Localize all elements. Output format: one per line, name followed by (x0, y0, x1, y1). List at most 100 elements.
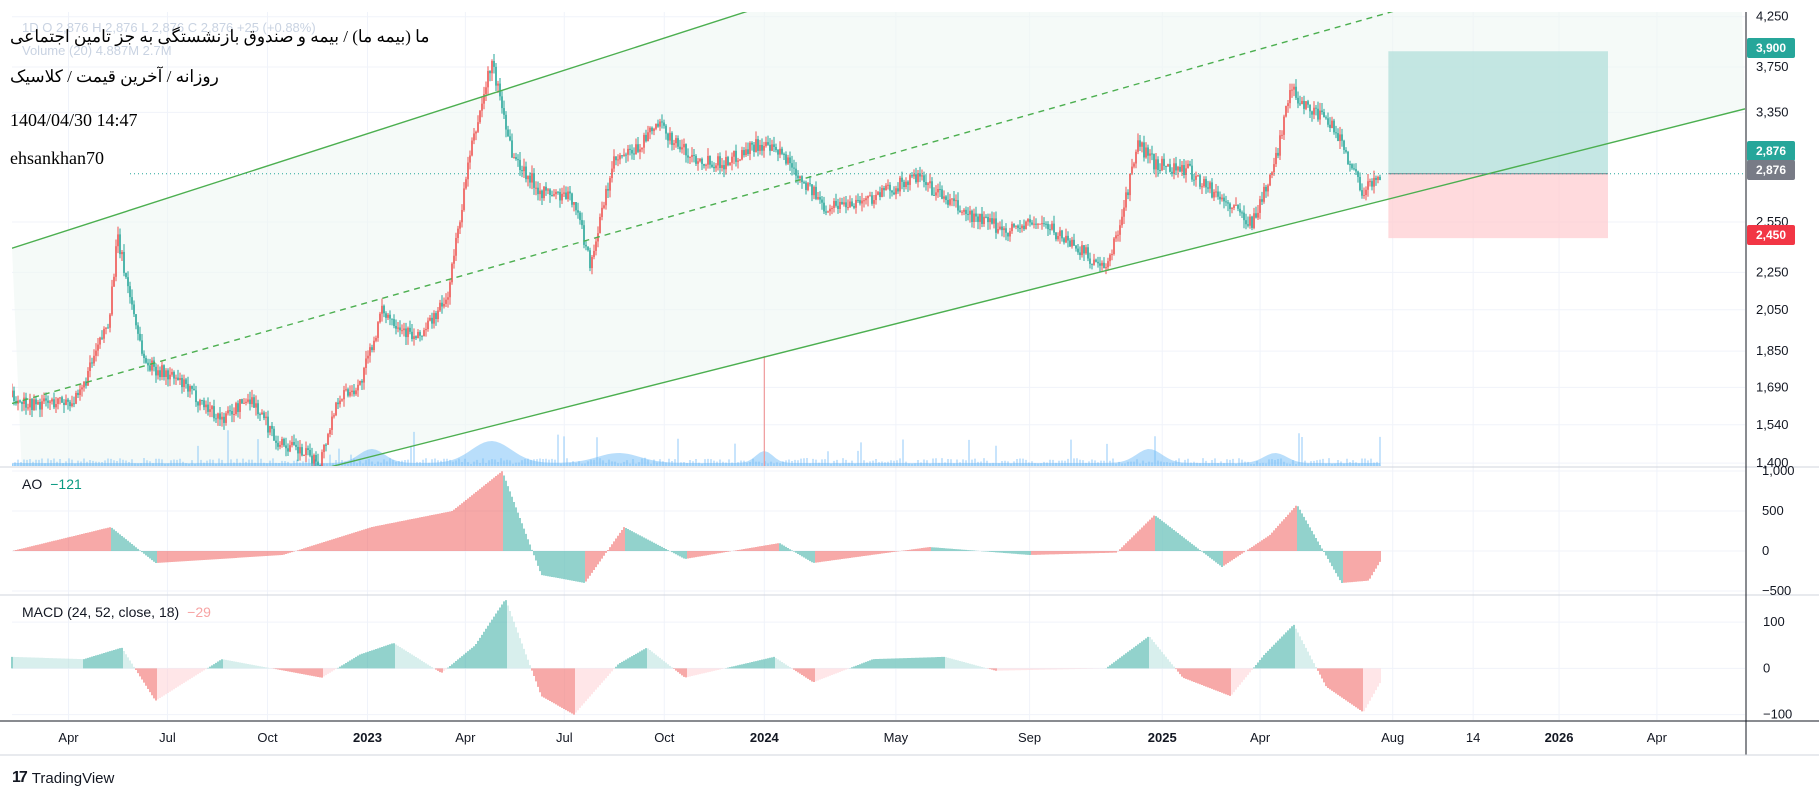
candle-body (675, 138, 677, 144)
candle-body (33, 399, 35, 411)
candle-body (175, 377, 177, 379)
candle-body (481, 103, 483, 111)
candle-body (1351, 164, 1353, 169)
candle-body (787, 157, 789, 164)
candle-body (883, 188, 885, 191)
candle-body (497, 83, 499, 86)
candle-body (1187, 163, 1189, 169)
candle-body (1027, 219, 1029, 222)
candle-body (203, 400, 205, 408)
candle-body (1139, 140, 1141, 147)
candle-body (1203, 178, 1205, 187)
candle-body (393, 319, 395, 326)
candle-body (1199, 175, 1201, 187)
candle-body (845, 202, 847, 208)
candle-body (223, 416, 225, 423)
candle-body (933, 194, 935, 196)
candle-body (843, 202, 845, 205)
candle-body (827, 211, 829, 213)
tradingview-footer[interactable]: 17 TradingView (12, 769, 114, 787)
candle-body (599, 216, 601, 234)
channel-upper-line (12, 12, 748, 249)
candle-body (105, 327, 107, 329)
candle-body (1019, 227, 1021, 229)
candle-body (127, 277, 129, 287)
candle-body (489, 70, 491, 74)
candle-body (221, 416, 223, 420)
candle-body (757, 139, 759, 151)
candle-body (459, 222, 461, 229)
candle-body (507, 129, 509, 137)
candle-body (701, 158, 703, 164)
macd-legend[interactable]: MACD (24, 52, close, 18) −29 (22, 604, 211, 620)
candle-body (1091, 263, 1093, 265)
candle-body (1361, 190, 1363, 196)
candle-body (1175, 163, 1177, 171)
candle-body (359, 380, 361, 385)
candle-body (679, 146, 681, 150)
candle-body (633, 153, 635, 155)
ao-tick-label: −500 (1762, 583, 1791, 598)
candle-body (367, 355, 369, 359)
candle-body (587, 246, 589, 251)
candle-body (1357, 171, 1359, 177)
candle-body (1059, 230, 1061, 236)
candle-body (669, 132, 671, 141)
candle-body (1003, 228, 1005, 231)
candle-body (1209, 182, 1211, 189)
candle-body (869, 195, 871, 197)
candle-body (1345, 150, 1347, 152)
candle-body (1245, 220, 1247, 225)
candle-body (83, 381, 85, 388)
candle-body (663, 122, 665, 126)
candle-body (731, 156, 733, 163)
candle-body (895, 188, 897, 195)
candle-body (113, 276, 115, 287)
candle-body (317, 461, 319, 466)
candle-body (13, 390, 15, 401)
candle-body (837, 205, 839, 209)
macd-tick-label: −100 (1763, 707, 1792, 722)
candle-body (543, 186, 545, 199)
candle-body (629, 148, 631, 150)
candle-body (859, 200, 861, 204)
candle-body (899, 177, 901, 192)
time-tick-label: Oct (654, 730, 675, 745)
candle-body (133, 304, 135, 315)
candle-body (1365, 189, 1367, 196)
candle-body (839, 201, 841, 209)
candle-body (437, 310, 439, 320)
candle-body (157, 370, 159, 376)
candle-body (1007, 232, 1009, 237)
candle-body (983, 216, 985, 224)
macd-title: MACD (24, 52, close, 18) (22, 604, 180, 620)
candle-body (447, 297, 449, 300)
candle-body (555, 191, 557, 195)
candle-body (1271, 172, 1273, 175)
candle-body (99, 337, 101, 345)
candle-body (1169, 164, 1171, 172)
candle-body (853, 206, 855, 208)
candle-body (1307, 101, 1309, 105)
candle-body (1161, 158, 1163, 171)
candle-body (135, 314, 137, 326)
candle-body (491, 60, 493, 74)
candle-body (31, 399, 33, 411)
candle-body (449, 282, 451, 298)
candle-body (797, 175, 799, 179)
candle-body (473, 133, 475, 141)
candle-body (585, 244, 587, 247)
ao-legend[interactable]: AO −121 (22, 476, 82, 492)
candle-body (893, 192, 895, 195)
candle-body (195, 390, 197, 403)
price-tick-label: 1,540 (1756, 417, 1789, 432)
candle-body (111, 286, 113, 315)
candle-body (365, 358, 367, 368)
candle-body (549, 189, 551, 196)
candle-body (275, 440, 277, 443)
candle-body (1179, 166, 1181, 172)
candle-body (49, 401, 51, 403)
candle-body (799, 176, 801, 179)
candle-body (789, 157, 791, 164)
